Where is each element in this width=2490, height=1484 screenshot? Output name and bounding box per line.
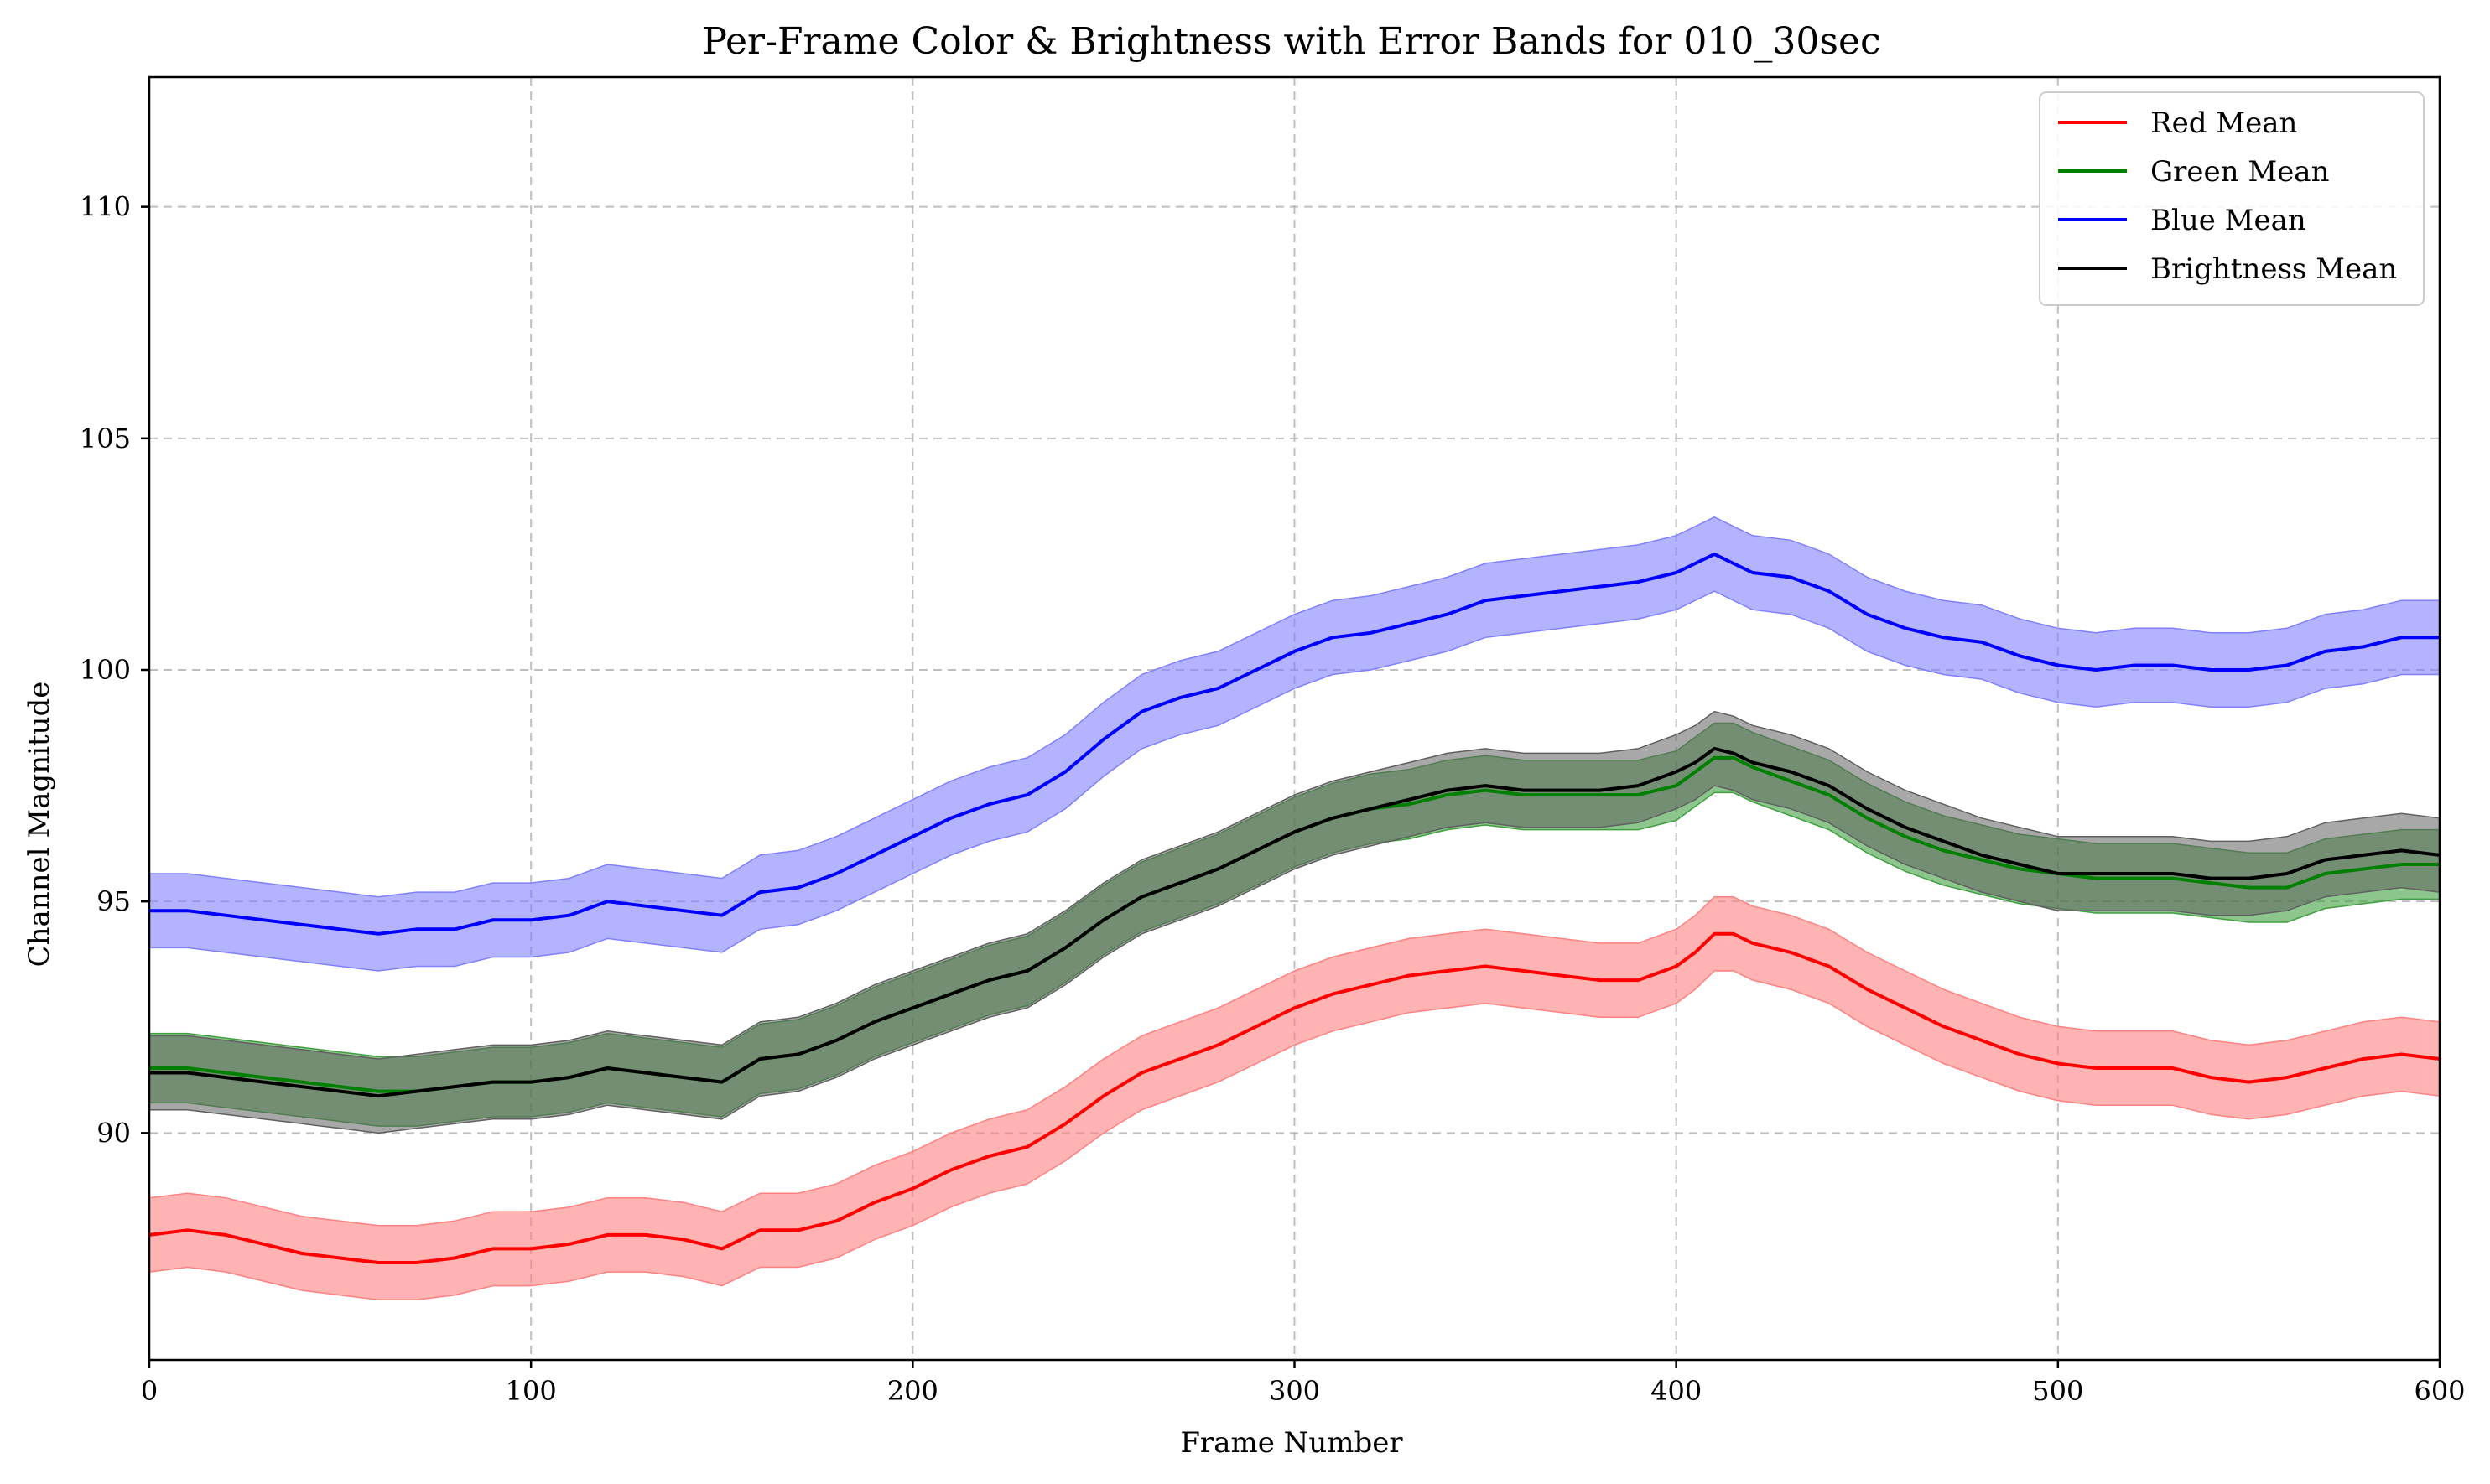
x-tick-label: 200	[887, 1375, 938, 1407]
x-axis-label: Frame Number	[1180, 1426, 1403, 1460]
chart-title: Per-Frame Color & Brightness with Error …	[702, 20, 1880, 63]
y-tick-label: 90	[96, 1117, 131, 1149]
x-tick-label: 400	[1650, 1375, 1702, 1407]
y-tick-label: 110	[80, 191, 131, 223]
series-line-red-mean	[148, 931, 2441, 1264]
series-line-brightness-mean	[148, 746, 2441, 1098]
y-axis-label: Channel Magnitude	[23, 682, 56, 968]
x-tick-label: 600	[2414, 1375, 2465, 1407]
x-tick-label: 300	[1269, 1375, 1320, 1407]
legend-label-red-mean: Red Mean	[2150, 106, 2297, 140]
legend-label-blue-mean: Blue Mean	[2150, 204, 2306, 237]
series-lines	[148, 552, 2441, 1264]
y-tick-label: 105	[80, 423, 131, 454]
y-tick-label: 100	[80, 654, 131, 686]
legend-label-green-mean: Green Mean	[2150, 155, 2329, 189]
series-line-blue-mean	[148, 552, 2441, 936]
legend-label-brightness-mean: Brightness Mean	[2150, 252, 2397, 286]
x-tick-label: 0	[141, 1375, 158, 1407]
y-tick-label: 95	[96, 885, 131, 917]
legend: Red Mean Green Mean Blue Mean Brightness Me…	[2039, 91, 2425, 306]
x-tick-label: 500	[2032, 1375, 2083, 1407]
axis-ticks: 0 100 200 300 400 500 600 90 95 100 105 110	[80, 191, 2466, 1407]
x-tick-label: 100	[506, 1375, 557, 1407]
legend-box	[2039, 91, 2425, 306]
